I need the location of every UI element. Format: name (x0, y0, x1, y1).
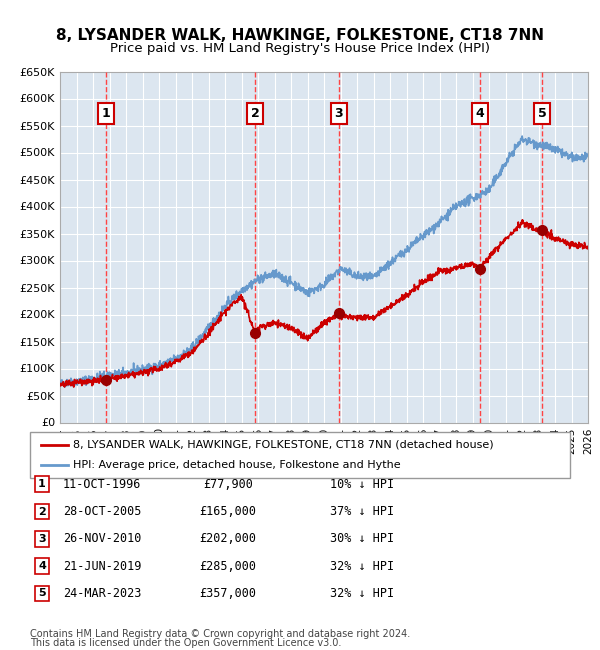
Text: 2: 2 (38, 506, 46, 517)
Text: £165,000: £165,000 (199, 505, 257, 518)
Text: This data is licensed under the Open Government Licence v3.0.: This data is licensed under the Open Gov… (30, 638, 341, 649)
Text: 3: 3 (38, 534, 46, 544)
Text: 24-MAR-2023: 24-MAR-2023 (63, 587, 141, 600)
Text: £77,900: £77,900 (203, 478, 253, 491)
Text: 4: 4 (38, 561, 46, 571)
Text: 2: 2 (251, 107, 260, 120)
Text: 5: 5 (538, 107, 547, 120)
Text: Price paid vs. HM Land Registry's House Price Index (HPI): Price paid vs. HM Land Registry's House … (110, 42, 490, 55)
Text: 32% ↓ HPI: 32% ↓ HPI (330, 587, 394, 600)
Text: HPI: Average price, detached house, Folkestone and Hythe: HPI: Average price, detached house, Folk… (73, 460, 401, 470)
Text: 32% ↓ HPI: 32% ↓ HPI (330, 560, 394, 573)
Text: 28-OCT-2005: 28-OCT-2005 (63, 505, 141, 518)
Text: 1: 1 (38, 479, 46, 489)
Text: 21-JUN-2019: 21-JUN-2019 (63, 560, 141, 573)
Text: 10% ↓ HPI: 10% ↓ HPI (330, 478, 394, 491)
Text: Contains HM Land Registry data © Crown copyright and database right 2024.: Contains HM Land Registry data © Crown c… (30, 629, 410, 639)
Text: 5: 5 (38, 588, 46, 599)
Text: 1: 1 (101, 107, 110, 120)
Text: 11-OCT-1996: 11-OCT-1996 (63, 478, 141, 491)
Text: 3: 3 (335, 107, 343, 120)
Text: 4: 4 (476, 107, 485, 120)
Text: £285,000: £285,000 (199, 560, 257, 573)
Text: 8, LYSANDER WALK, HAWKINGE, FOLKESTONE, CT18 7NN (detached house): 8, LYSANDER WALK, HAWKINGE, FOLKESTONE, … (73, 440, 494, 450)
FancyBboxPatch shape (30, 432, 570, 478)
Text: 26-NOV-2010: 26-NOV-2010 (63, 532, 141, 545)
Text: £357,000: £357,000 (199, 587, 257, 600)
Text: 30% ↓ HPI: 30% ↓ HPI (330, 532, 394, 545)
Text: 8, LYSANDER WALK, HAWKINGE, FOLKESTONE, CT18 7NN: 8, LYSANDER WALK, HAWKINGE, FOLKESTONE, … (56, 28, 544, 44)
Text: 37% ↓ HPI: 37% ↓ HPI (330, 505, 394, 518)
Text: £202,000: £202,000 (199, 532, 257, 545)
